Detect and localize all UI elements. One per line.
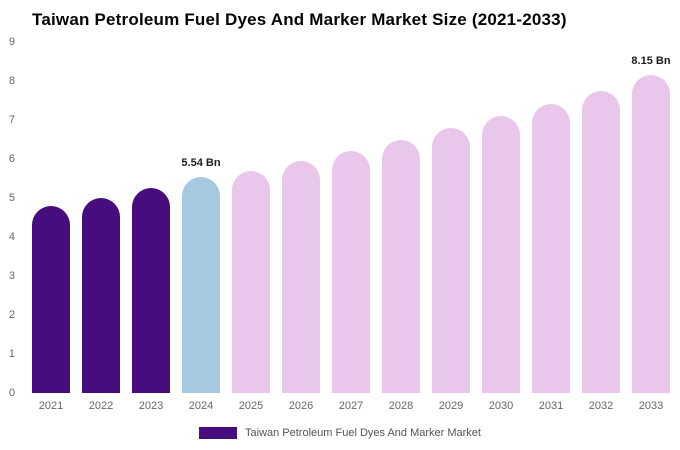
y-axis: 0 1 2 3 4 5 6 7 8 9 [0, 36, 20, 399]
x-label-2028: 2028 [388, 400, 414, 412]
y-tick-8: 8 [8, 74, 15, 87]
legend-label: Taiwan Petroleum Fuel Dyes And Marker Ma… [245, 427, 481, 439]
x-axis: 2021 2022 2023 2024 2025 2026 2027 2028 2029 2030… [26, 400, 676, 412]
bar-2028 [382, 139, 420, 393]
bar-column-2021 [26, 42, 76, 393]
y-tick-5: 5 [8, 191, 15, 204]
chart-title: Taiwan Petroleum Fuel Dyes And Marker Ma… [32, 10, 567, 29]
legend-swatch [199, 427, 237, 439]
y-tick-2: 2 [8, 309, 15, 321]
y-tick-1: 1 [8, 347, 15, 360]
bar-2033 [632, 75, 670, 393]
bar-2023 [132, 188, 170, 393]
x-label-2024: 2024 [188, 400, 214, 412]
bar-column-2030 [476, 42, 526, 393]
bar-column-2026 [276, 42, 326, 393]
y-tick-6: 6 [8, 153, 15, 165]
bar-column-2022 [76, 42, 126, 393]
y-tick-3: 3 [8, 270, 15, 282]
x-label-2027: 2027 [338, 400, 364, 412]
x-label-2030: 2030 [488, 400, 514, 412]
bar-2027 [332, 151, 370, 393]
bar-column-2032 [576, 42, 626, 393]
bar-2032 [582, 90, 620, 393]
bar-2029 [432, 127, 470, 393]
y-tick-0: 0 [8, 387, 15, 399]
x-label-2022: 2022 [88, 400, 114, 412]
bar-column-2024: 5.54 Bn [176, 42, 226, 393]
x-label-2023: 2023 [138, 400, 164, 412]
bar-2031 [532, 104, 570, 393]
x-label-2029: 2029 [438, 400, 464, 412]
x-label-2032: 2032 [588, 400, 614, 412]
x-label-2025: 2025 [238, 400, 264, 412]
bar-2024 [182, 176, 220, 393]
bar-column-2027 [326, 42, 376, 393]
x-label-2033: 2033 [638, 400, 664, 412]
plot-area: 5.54 Bn 8.15 Bn [26, 42, 676, 393]
x-label-2031: 2031 [538, 400, 564, 412]
value-label-2033: 8.15 Bn [631, 55, 671, 68]
bar-2021 [32, 205, 70, 393]
bar-column-2025 [226, 42, 276, 393]
value-label-2024: 5.54 Bn [181, 156, 221, 169]
y-tick-4: 4 [8, 231, 15, 243]
bar-column-2031 [526, 42, 576, 393]
x-label-2026: 2026 [288, 400, 314, 412]
bar-2026 [282, 160, 320, 393]
bar-2030 [482, 116, 520, 393]
x-label-2021: 2021 [38, 400, 64, 412]
legend: Taiwan Petroleum Fuel Dyes And Marker Ma… [0, 427, 680, 439]
y-tick-7: 7 [8, 113, 15, 126]
bar-column-2029 [426, 42, 476, 393]
bar-2025 [232, 170, 270, 393]
y-tick-9: 9 [8, 36, 15, 48]
bar-column-2023 [126, 42, 176, 393]
bar-column-2033: 8.15 Bn [626, 42, 676, 393]
bar-column-2028 [376, 42, 426, 393]
bar-2022 [82, 198, 120, 393]
